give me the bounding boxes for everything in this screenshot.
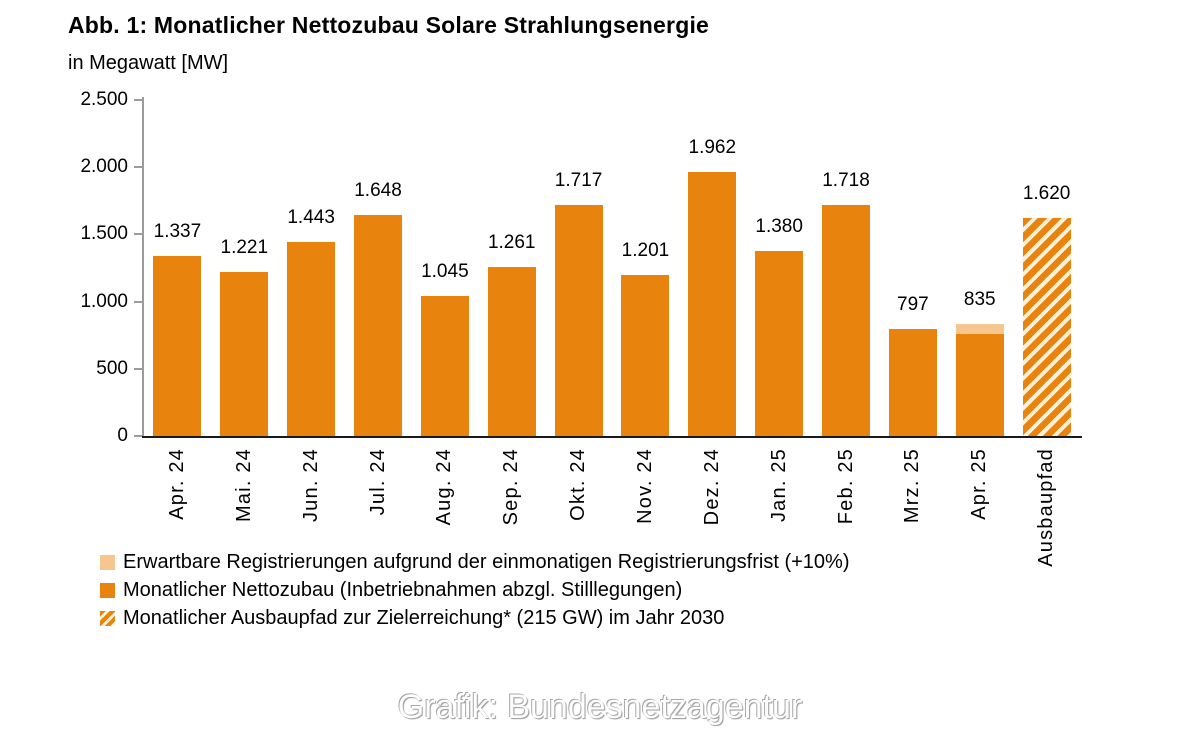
watermark: Grafik: Bundesnetzagentur (397, 688, 803, 726)
legend-row: Monatlicher Ausbaupfad zur Zielerreichun… (100, 604, 849, 632)
bar-slot-jan-25: 1.380 (746, 100, 813, 436)
x-axis-label: Okt. 24 (567, 448, 590, 521)
bar (153, 256, 202, 436)
bar (420, 295, 469, 436)
bar (487, 266, 536, 436)
y-tick-mark (134, 435, 142, 437)
x-axis-label: Mrz. 25 (901, 448, 924, 524)
bar-slot-nov-24: 1.201 (612, 100, 679, 436)
x-axis-label: Apr. 24 (165, 448, 188, 520)
bar-value-label: 835 (963, 288, 996, 310)
bar-value-label: 1.045 (421, 260, 469, 282)
plot-area: 1.337 1.221 1.443 1.648 1.045 1.261 1.717 1.201… (144, 100, 1080, 436)
y-tick-label: 2.000 (80, 156, 128, 178)
x-label-cell: Mrz. 25 (879, 448, 946, 598)
legend-swatch-expected-icon (100, 554, 115, 570)
chart-title: Abb. 1: Monatlicher Nettozubau Solare St… (68, 12, 710, 38)
x-axis-label: Jan. 25 (767, 448, 790, 523)
bar (755, 250, 804, 436)
legend-swatch-hatched-icon (100, 610, 115, 626)
bar-value-label: 1.337 (153, 221, 202, 243)
x-axis-label: Jun. 24 (299, 448, 322, 523)
legend-label: Monatlicher Nettozubau (Inbetriebnahmen … (123, 578, 683, 601)
x-axis-label: Aug. 24 (433, 448, 456, 526)
bar (822, 205, 871, 436)
bar-slot-apr-24: 1.337 (144, 100, 211, 436)
bar (888, 328, 937, 436)
bar (955, 323, 1004, 436)
y-tick-label: 500 (96, 357, 128, 379)
y-tick-label: 0 (117, 425, 128, 446)
bar (621, 274, 670, 436)
bar-slot-mai-24: 1.221 (211, 100, 278, 436)
x-axis-label: Dez. 24 (700, 448, 723, 526)
y-tick-mark (134, 367, 142, 370)
x-axis-label: Jul. 24 (366, 448, 389, 516)
bar (287, 242, 336, 436)
y-tick-mark (134, 99, 142, 101)
legend-row: Monatlicher Nettozubau (Inbetriebnahmen … (100, 576, 849, 604)
x-axis-label: Mai. 24 (232, 448, 255, 522)
bar-value-label: 1.380 (755, 215, 803, 237)
bar-slot-jul-24: 1.648 (345, 100, 412, 436)
bar-value-label: 1.221 (220, 236, 269, 258)
bar-slot-ausbaupfad: 1.620 (1013, 100, 1080, 436)
x-label-cell: Apr. 25 (946, 448, 1013, 598)
legend-row: Erwartbare Registrierungen aufgrund der … (100, 548, 849, 576)
bar-slot-okt-24: 1.717 (545, 100, 612, 436)
bar-value-label: 1.717 (554, 170, 603, 192)
y-tick-label: 1.500 (80, 223, 128, 245)
bar-segment-expected-registrations (955, 323, 1004, 334)
y-tick-mark (134, 166, 142, 169)
legend: Erwartbare Registrierungen aufgrund der … (100, 548, 849, 632)
x-axis-label: Ausbaupfad (1035, 448, 1058, 567)
bar (220, 271, 269, 436)
bar-slot-aug-24: 1.045 (411, 100, 478, 436)
bar-value-label: 797 (897, 293, 929, 315)
bar-value-label: 1.261 (487, 231, 536, 253)
bar (554, 205, 603, 436)
bar-slot-apr-25: 835 (946, 100, 1013, 436)
y-axis-line (142, 97, 144, 437)
x-axis-label: Sep. 24 (500, 448, 523, 526)
y-tick-mark (134, 233, 142, 236)
x-axis-label: Apr. 25 (968, 448, 991, 520)
bar (354, 214, 402, 436)
legend-label: Monatlicher Ausbaupfad zur Zielerreichun… (123, 606, 725, 629)
bar-value-label: 1.718 (822, 170, 870, 192)
y-tick-label: 1.000 (80, 290, 128, 312)
bar-value-label: 1.443 (287, 207, 335, 229)
y-tick-label: 2.500 (80, 89, 128, 110)
bar-value-label: 1.201 (621, 239, 670, 261)
bar-slot-mrz-25: 797 (879, 100, 946, 436)
bar-slot-dez-24: 1.962 (679, 100, 746, 436)
x-axis-line (142, 436, 1082, 438)
bar-slot-sep-24: 1.261 (478, 100, 545, 436)
bar-ausbaupfad-hatched (1022, 218, 1071, 436)
bar-segment-net-addition (955, 333, 1004, 436)
x-axis-label: Nov. 24 (633, 448, 656, 524)
bar-value-label: 1.620 (1022, 183, 1071, 205)
bar-slot-jun-24: 1.443 (278, 100, 345, 436)
bar (688, 172, 737, 436)
bar-value-label: 1.962 (688, 137, 737, 159)
bar-value-label: 1.648 (354, 179, 402, 201)
legend-label: Erwartbare Registrierungen aufgrund der … (123, 550, 850, 573)
x-label-cell: Ausbaupfad (1013, 448, 1080, 598)
legend-swatch-solid-icon (100, 582, 115, 598)
bar-slot-feb-25: 1.718 (813, 100, 880, 436)
chart-subtitle: in Megawatt [MW] (68, 52, 229, 74)
y-tick-mark (134, 300, 142, 303)
x-axis-label: Feb. 25 (834, 448, 857, 525)
